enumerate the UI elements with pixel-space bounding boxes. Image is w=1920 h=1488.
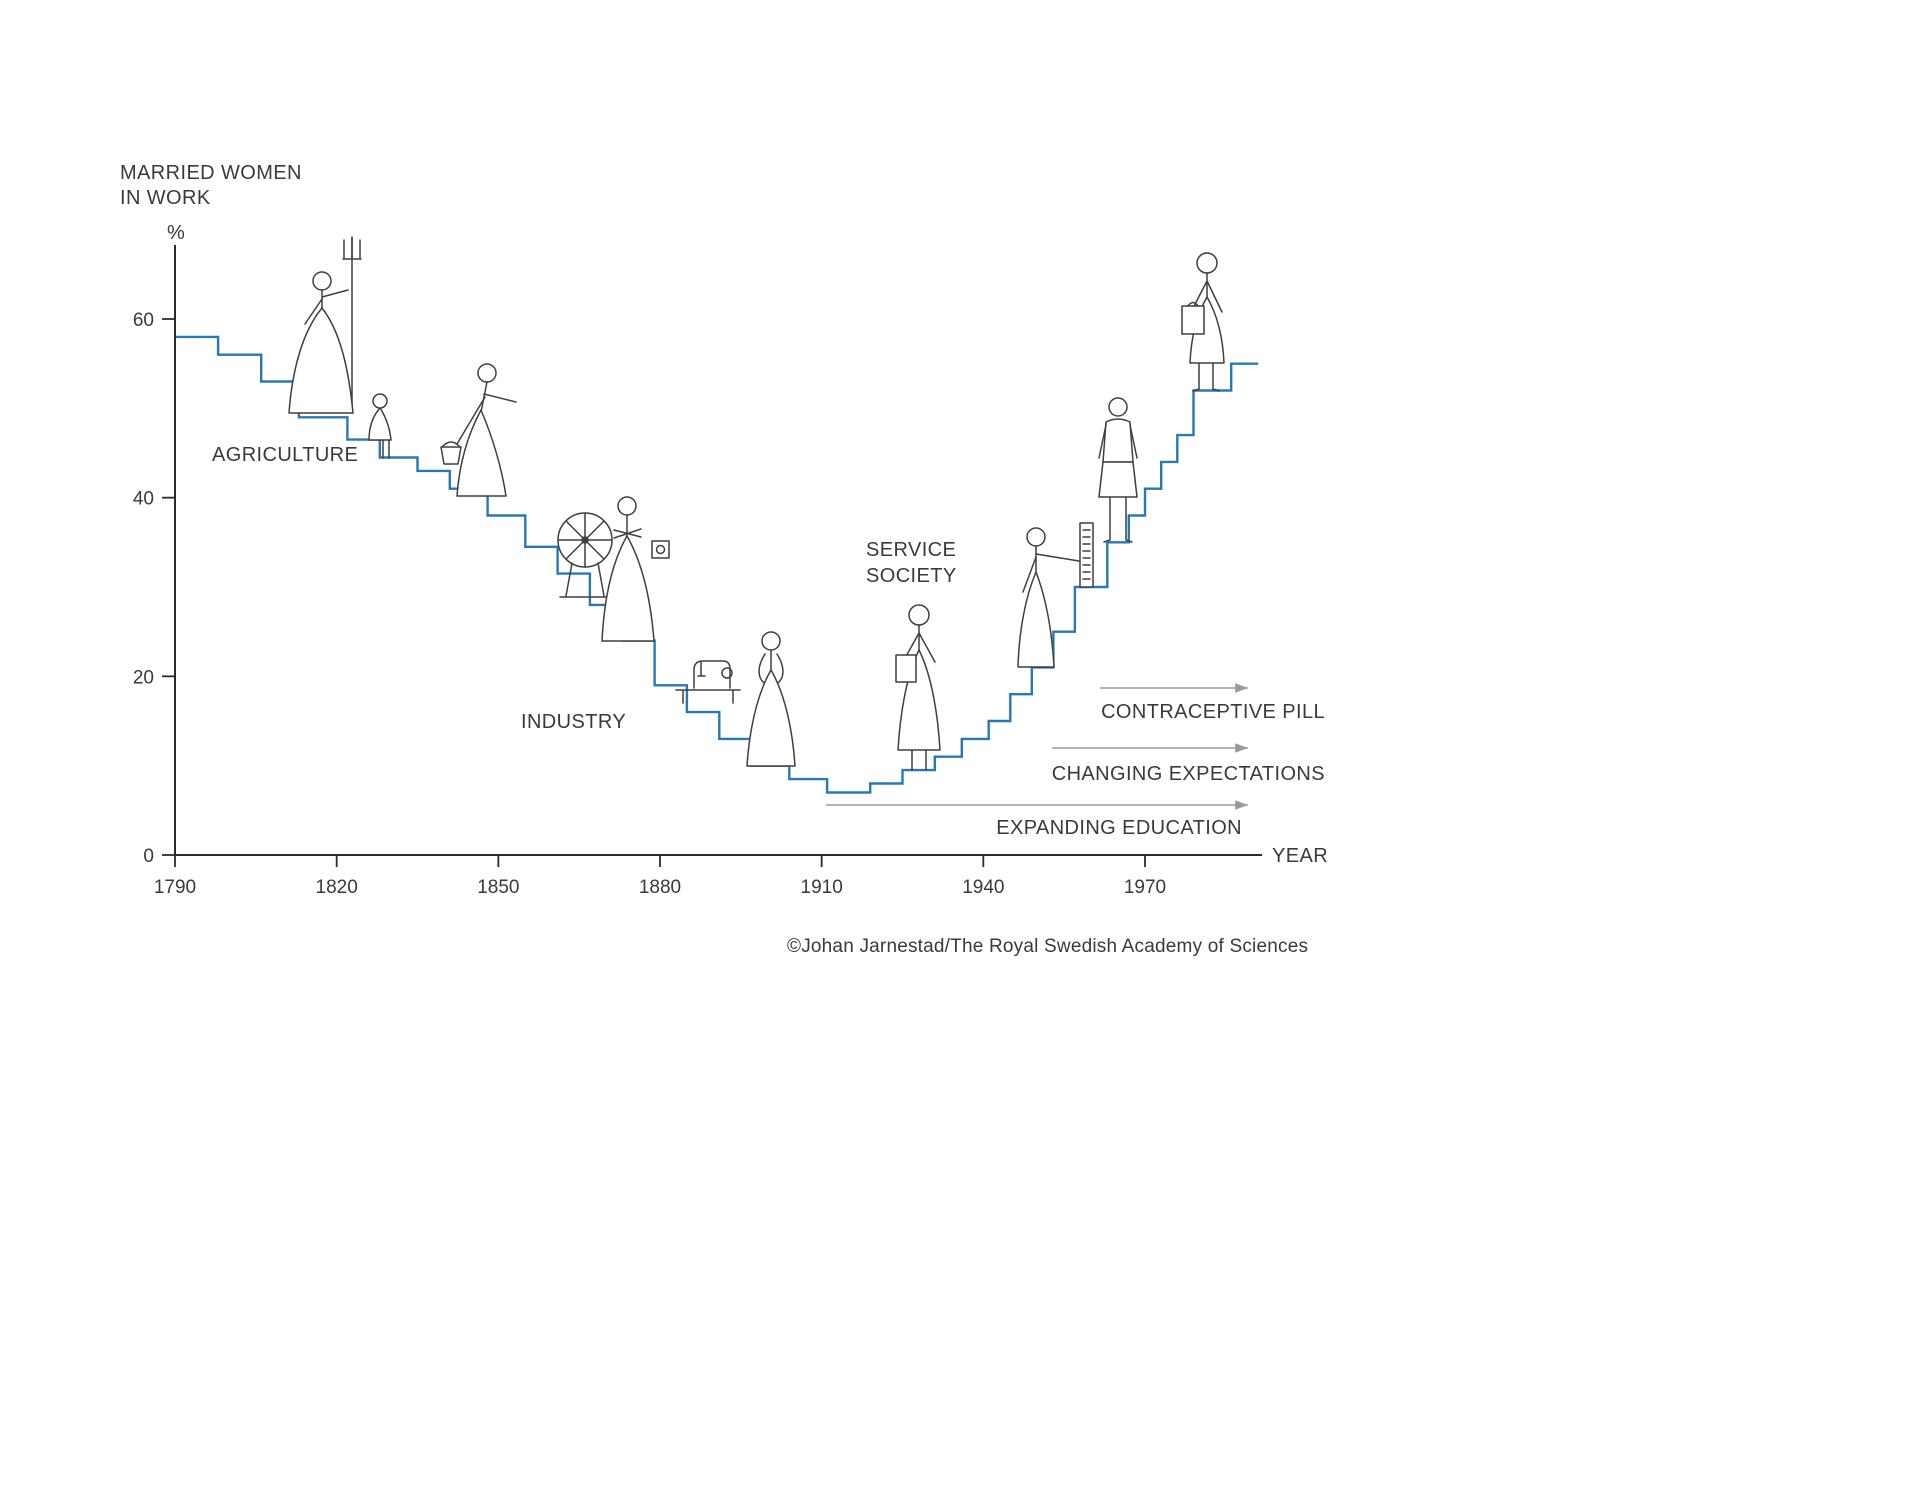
woman-in-suit-icon [1098, 397, 1138, 543]
y-axis-title: MARRIED WOMEN IN WORK [120, 162, 302, 209]
arrow-label-changing-expectations: CHANGING EXPECTATIONS [1051, 763, 1325, 785]
woman-with-bucket-icon [440, 363, 517, 497]
y-tick-label: 40 [133, 489, 154, 510]
woman-at-spinning-wheel-icon [557, 496, 670, 642]
participation-step-line [175, 335, 1259, 794]
x-tick-label: 1880 [639, 877, 681, 898]
woman-with-documents-icon [895, 604, 941, 771]
woman-with-pitchfork-icon [288, 236, 362, 414]
step-line-layer: 0 20 40 60 1790 1820 1850 1880 1910 1940 1970 [133, 310, 1259, 898]
x-tick-label: 1940 [962, 877, 1004, 898]
seated-girl-icon [368, 393, 392, 459]
woman-with-briefcase-icon [1181, 252, 1225, 392]
arrow-label-expanding-education: EXPANDING EDUCATION [996, 817, 1242, 839]
y-axis-unit: % [167, 222, 186, 244]
era-label-agriculture: AGRICULTURE [212, 444, 359, 466]
y-tick-label: 20 [133, 667, 154, 688]
era-label-service-society: SERVICE SOCIETY [866, 539, 957, 587]
copyright-credit: ©Johan Jarnestad/The Royal Swedish Acade… [787, 936, 1309, 957]
woman-1900-icon [746, 631, 796, 767]
woman-at-switchboard-icon [1017, 522, 1094, 668]
era-label-industry: INDUSTRY [521, 711, 627, 733]
x-tick-label: 1850 [477, 877, 519, 898]
x-tick-label: 1970 [1124, 877, 1166, 898]
x-tick-label: 1820 [316, 877, 358, 898]
y-tick-label: 60 [133, 310, 154, 331]
x-axis-title: YEAR [1272, 845, 1329, 867]
sewing-machine-icon [675, 660, 741, 704]
x-tick-label: 1790 [154, 877, 196, 898]
arrow-label-contraceptive-pill: CONTRACEPTIVE PILL [1101, 701, 1325, 723]
x-tick-label: 1910 [801, 877, 843, 898]
y-tick-label: 0 [143, 846, 154, 867]
